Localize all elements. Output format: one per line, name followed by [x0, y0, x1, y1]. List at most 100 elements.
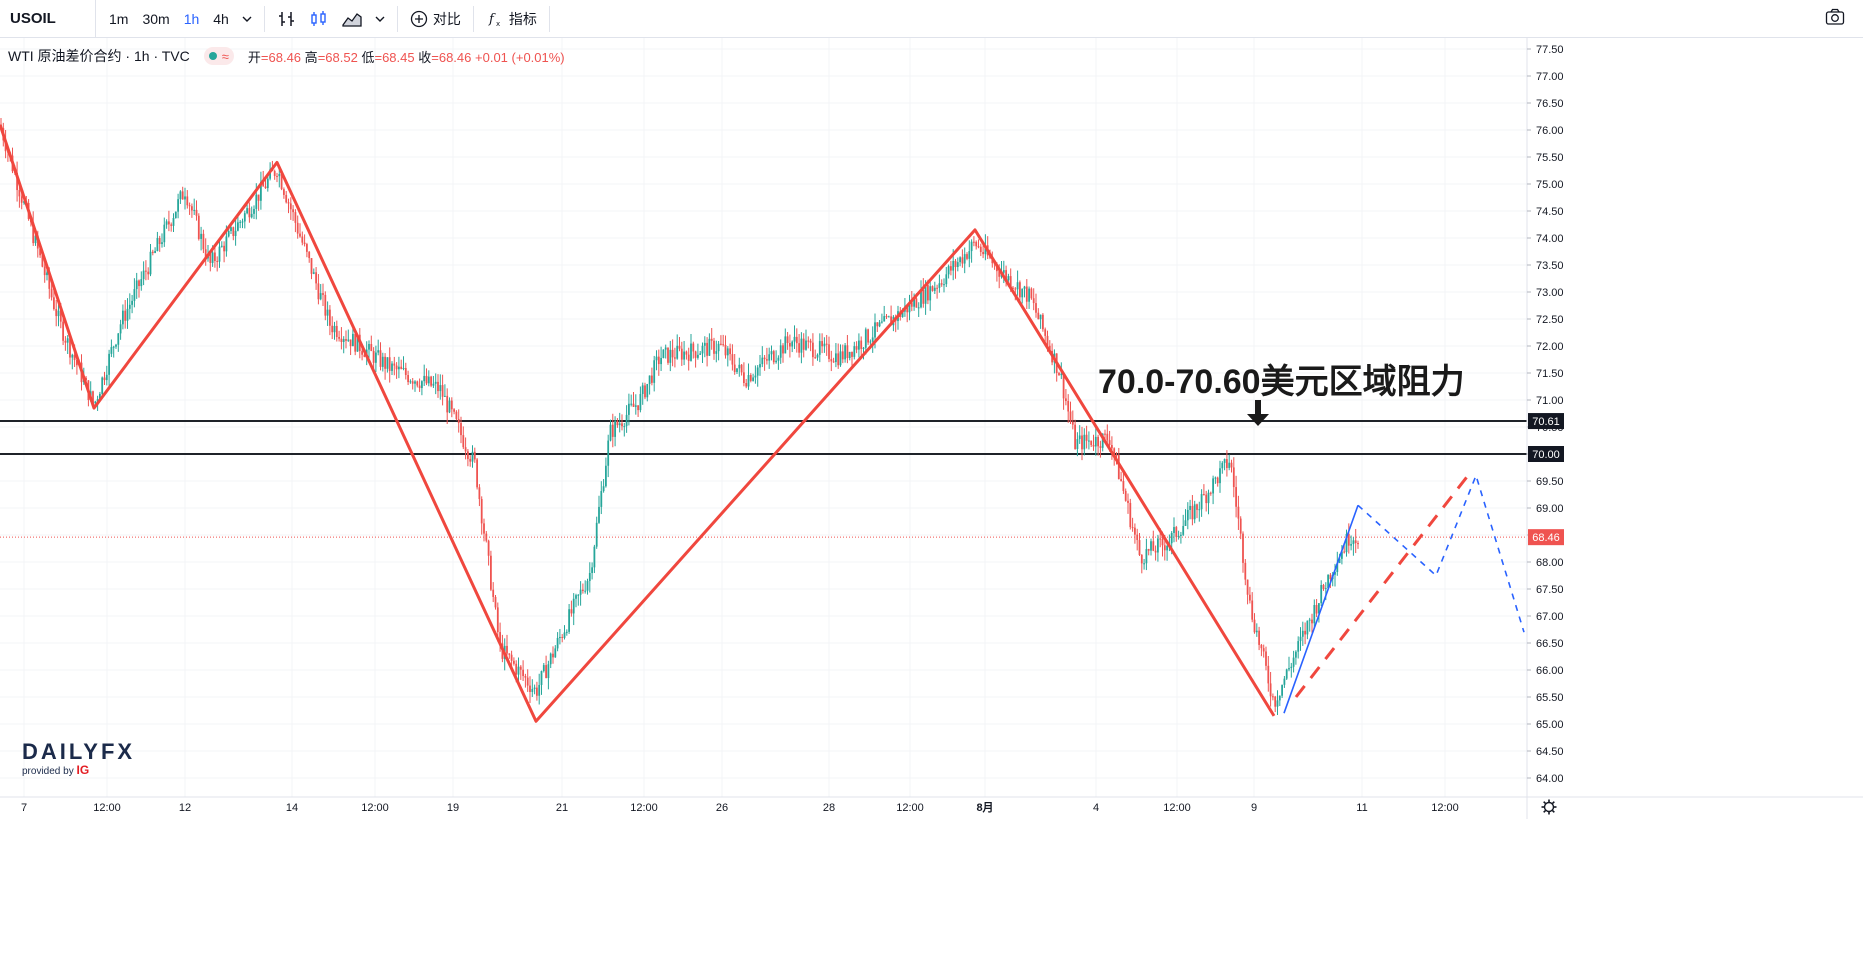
svg-text:f: f [488, 12, 496, 27]
candle [299, 223, 301, 238]
candle-body [356, 334, 359, 352]
y-tick-label: 77.00 [1536, 71, 1564, 83]
timeframe-30m[interactable]: 30m [142, 10, 170, 27]
candle-body [1281, 684, 1283, 696]
candle-body [246, 208, 248, 214]
candle-body [391, 363, 393, 371]
candle [835, 343, 837, 368]
candle [545, 655, 547, 679]
candle [616, 418, 619, 428]
candle-body [561, 637, 564, 639]
candle-body [1065, 398, 1067, 401]
candle [731, 344, 734, 371]
candle [598, 495, 600, 524]
candle [1083, 428, 1086, 456]
candle-body [669, 349, 672, 363]
candle [738, 357, 741, 377]
y-tick-label: 72.50 [1536, 314, 1564, 326]
candles-style-button[interactable] [303, 0, 335, 37]
bar-style-button[interactable] [271, 0, 303, 37]
candle-body [917, 307, 920, 309]
interval-dropdown[interactable] [236, 0, 258, 37]
candle [103, 371, 106, 386]
candle [538, 673, 541, 705]
candle [871, 326, 874, 353]
snapshot-button[interactable] [1825, 8, 1845, 29]
candle-body [690, 343, 692, 361]
candle-body [1258, 630, 1260, 645]
candle-body [1301, 630, 1304, 637]
timeframe-1m[interactable]: 1m [109, 10, 129, 27]
candle-body [676, 345, 679, 359]
candle [1226, 450, 1228, 477]
candle-body [607, 440, 610, 466]
y-tick-label: 77.50 [1536, 44, 1564, 56]
candle-body [381, 356, 384, 367]
candle [692, 341, 695, 359]
candle [791, 340, 794, 353]
candle [736, 368, 738, 374]
x-tick-label: 12:00 [630, 802, 658, 814]
market-status-badge[interactable]: ≈ [203, 47, 234, 65]
area-style-button[interactable] [335, 0, 369, 37]
timeframe-4h[interactable]: 4h [213, 10, 229, 27]
chart-type-dropdown[interactable] [369, 0, 391, 37]
candle [1092, 434, 1095, 451]
candle-body [434, 381, 437, 384]
candle-body [1269, 683, 1272, 697]
candle-body [296, 222, 299, 234]
candle-body [41, 255, 44, 267]
candle-body [621, 423, 623, 427]
candle-body [1081, 435, 1083, 450]
candle-body [361, 351, 363, 355]
candle-body [1143, 563, 1145, 565]
candle-body [683, 351, 685, 360]
candle [347, 329, 350, 342]
candle [434, 373, 437, 395]
candle [761, 346, 764, 368]
candle [409, 379, 412, 384]
candle [701, 342, 704, 363]
candle-body [108, 353, 110, 375]
candle-body [802, 338, 805, 350]
candle-body [476, 459, 478, 488]
candle-body [1025, 286, 1028, 302]
symbol-search[interactable]: USOIL [0, 0, 96, 37]
candle [621, 414, 623, 431]
candle [1350, 535, 1352, 551]
candle [119, 319, 122, 340]
candle [193, 198, 196, 215]
candle-body [708, 338, 711, 356]
candle-body [312, 272, 315, 274]
candle [1209, 491, 1212, 496]
settings-gear-icon[interactable] [1541, 799, 1557, 815]
candle-body [572, 598, 575, 614]
candle [1037, 308, 1040, 320]
candle [1186, 502, 1189, 530]
candle-body [1272, 696, 1274, 698]
candle [1097, 434, 1099, 456]
candle [644, 382, 646, 400]
candle [128, 293, 131, 320]
candle-body [768, 354, 771, 361]
candle [536, 681, 538, 701]
timeframe-1h[interactable]: 1h [183, 10, 200, 27]
candle-body [1189, 505, 1191, 510]
compare-button[interactable]: 对比 [404, 0, 467, 37]
candle-body [1226, 459, 1228, 468]
candle-body [515, 663, 518, 675]
candle-body [384, 356, 386, 369]
candle-body [172, 217, 175, 226]
candle-body [306, 244, 308, 252]
logo-brand: DAILYFX [22, 739, 136, 764]
candle-body [579, 589, 582, 595]
candle-body [540, 671, 543, 685]
candle [858, 333, 860, 358]
candle [1136, 528, 1139, 551]
candle-body [1032, 298, 1035, 304]
candle-body [115, 344, 117, 347]
candle-body [264, 186, 267, 189]
candle-body [736, 368, 738, 372]
